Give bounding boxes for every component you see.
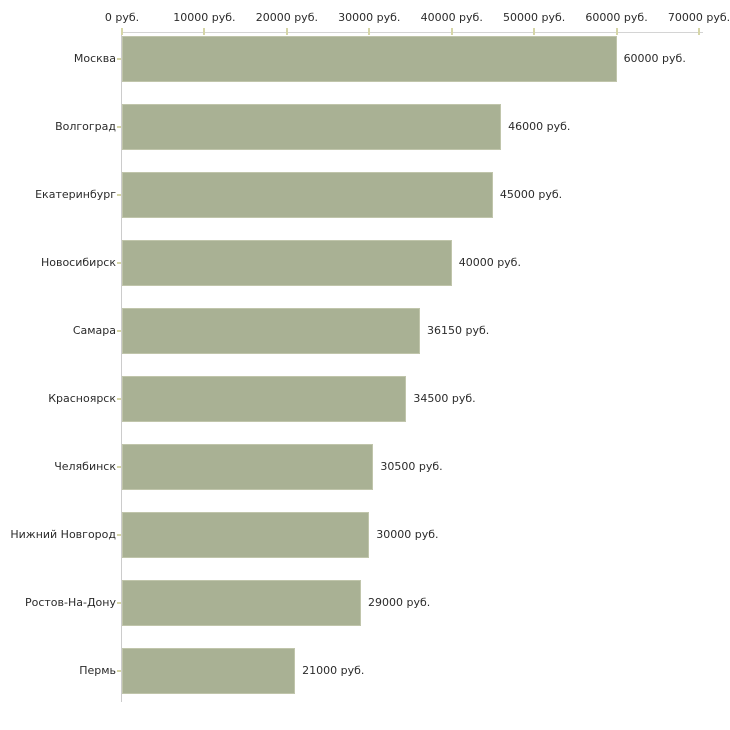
x-tick-mark — [533, 28, 536, 35]
bar — [122, 580, 362, 626]
x-tick-mark — [450, 28, 453, 35]
category-tick-mark — [117, 670, 121, 672]
value-label: 60000 руб. — [623, 52, 686, 65]
value-label: 36150 руб. — [426, 324, 490, 337]
value-label: 30500 руб. — [380, 460, 443, 473]
category-tick-mark — [117, 126, 121, 128]
x-tick-mark — [285, 28, 288, 35]
x-tick-label: 10000 руб. — [173, 11, 236, 24]
x-tick-mark — [368, 28, 371, 35]
category-tick-mark — [117, 602, 121, 604]
x-tick-label: 50000 руб. — [503, 11, 566, 24]
value-label: 40000 руб. — [458, 256, 521, 269]
category-tick-mark — [117, 466, 121, 468]
value-label: 34500 руб. — [413, 392, 476, 405]
category-label: Ростов-На-Дону — [24, 596, 116, 609]
bar — [122, 104, 502, 150]
category-label: Новосибирск — [40, 256, 116, 269]
category-label: Нижний Новгород — [10, 528, 116, 541]
x-tick-label: 40000 руб. — [420, 11, 483, 24]
value-label: 29000 руб. — [368, 596, 431, 609]
y-axis-line — [121, 32, 122, 702]
category-label: Самара — [72, 324, 116, 337]
bar — [122, 240, 452, 286]
x-tick-mark — [698, 28, 700, 35]
x-tick-label: 70000 руб. — [667, 11, 730, 24]
bar — [122, 512, 370, 558]
x-tick-mark — [121, 28, 123, 35]
category-tick-mark — [117, 58, 121, 60]
category-tick-mark — [117, 534, 121, 536]
x-tick-label: 20000 руб. — [255, 11, 318, 24]
x-tick-mark — [203, 28, 206, 35]
category-label: Волгоград — [55, 120, 116, 133]
x-tick-label: 60000 руб. — [585, 11, 648, 24]
x-axis-line — [122, 32, 703, 33]
value-label: 46000 руб. — [508, 120, 571, 133]
category-tick-mark — [117, 398, 121, 400]
value-label: 30000 руб. — [376, 528, 439, 541]
category-label: Красноярск — [48, 392, 116, 405]
category-tick-mark — [117, 330, 121, 332]
x-tick-mark — [615, 28, 618, 35]
category-label: Екатеринбург — [35, 188, 116, 201]
x-tick-label: 0 руб. — [104, 11, 140, 24]
category-tick-mark — [117, 262, 121, 264]
category-label: Челябинск — [54, 460, 116, 473]
bar — [122, 172, 493, 218]
category-tick-mark — [117, 194, 121, 196]
bar — [122, 308, 420, 354]
value-label: 21000 руб. — [302, 664, 365, 677]
category-label: Москва — [73, 52, 116, 65]
bar — [122, 444, 374, 490]
category-label: Пермь — [79, 664, 116, 677]
bar — [122, 648, 296, 694]
value-label: 45000 руб. — [499, 188, 563, 201]
bar — [122, 36, 617, 82]
x-tick-label: 30000 руб. — [338, 11, 401, 24]
bar — [122, 376, 407, 422]
